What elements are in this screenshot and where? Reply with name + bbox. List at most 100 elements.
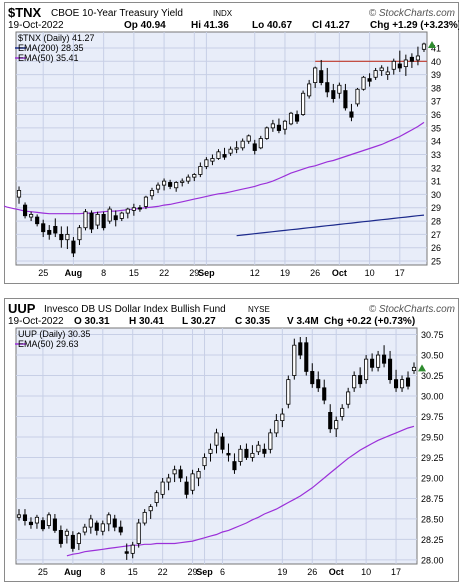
uup-x-tick-label: 26: [307, 567, 317, 577]
tnx-ema200-line: [236, 214, 425, 237]
tnx-candle-body: [47, 229, 52, 235]
uup-candle: [405, 371, 411, 390]
tnx-candle: [35, 214, 40, 227]
uup-candle: [130, 541, 135, 559]
uup-candle: [94, 520, 99, 536]
uup-candle: [16, 509, 22, 521]
tnx-candle: [216, 149, 221, 160]
tnx-candle: [16, 186, 22, 204]
uup-candle-body: [166, 477, 171, 483]
uup-candle: [184, 476, 189, 499]
tnx-candle-body: [113, 215, 118, 221]
tnx-candle-body: [222, 154, 227, 158]
uup-x-tick-label: 25: [38, 567, 48, 577]
uup-candle: [274, 414, 279, 437]
uup-candle: [298, 337, 303, 360]
uup-candle: [322, 379, 327, 405]
tnx-candle-body: [246, 135, 251, 142]
tnx-x-tick-label: 25: [38, 268, 48, 278]
tnx-candle-body: [258, 138, 263, 149]
tnx-candle: [162, 178, 167, 191]
tnx-candle-body: [319, 70, 324, 83]
uup-candle: [411, 362, 417, 374]
uup-candle: [28, 517, 34, 529]
tnx-candle-body: [119, 212, 124, 219]
uup-x-tick-label: 6: [220, 567, 225, 577]
tnx-legend-ema50: EMA(50) 35.41: [18, 53, 79, 63]
tnx-x-tick-label: 26: [310, 268, 320, 278]
tnx-candle-body: [367, 78, 372, 82]
tnx-x-tick-label: 29: [189, 268, 199, 278]
tnx-candle: [270, 119, 275, 132]
uup-candle-body: [328, 412, 333, 430]
uup-candle-body: [46, 514, 51, 526]
tnx-candle: [301, 90, 306, 116]
uup-candle-body: [322, 387, 327, 401]
tnx-candle: [65, 226, 70, 250]
uup-candle: [22, 509, 28, 526]
uup-candle-body: [82, 526, 87, 533]
uup-candle-body: [100, 523, 105, 532]
tnx-candle-body: [77, 227, 82, 241]
uup-y-tick-label: 29.50: [421, 432, 444, 442]
uup-candle: [226, 443, 231, 462]
tnx-candle-body: [131, 207, 136, 211]
tnx-y-tick-label: 32: [431, 163, 441, 173]
tnx-ema50-line: [4, 121, 425, 215]
uup-candle: [334, 416, 339, 437]
uup-candle-body: [286, 379, 291, 405]
uup-candle-body: [220, 436, 225, 450]
uup-candle: [148, 504, 153, 519]
tnx-candle-body: [234, 147, 239, 150]
tnx-candle: [210, 154, 215, 166]
uup-candle-body: [40, 520, 45, 530]
uup-candle: [370, 353, 375, 372]
uup-candle-body: [274, 420, 279, 434]
tnx-candle: [409, 53, 414, 68]
tnx-candle: [125, 207, 130, 219]
uup-y-tick-label: 29.25: [421, 453, 444, 463]
tnx-candle-body: [180, 180, 185, 183]
tnx-y-tick-label: 31: [431, 177, 441, 187]
tnx-candle-body: [59, 233, 64, 241]
tnx-candle-body: [307, 83, 312, 97]
uup-candle: [316, 371, 321, 392]
tnx-candle: [234, 141, 239, 154]
tnx-open: Op 40.94: [124, 20, 166, 31]
tnx-candle: [313, 66, 318, 88]
tnx-candle-body: [89, 212, 94, 230]
tnx-candle: [77, 225, 82, 246]
uup-candle: [112, 514, 117, 532]
uup-candle: [202, 453, 207, 470]
uup-candle-body: [268, 432, 273, 450]
uup-candle-body: [340, 407, 345, 417]
tnx-candle: [331, 83, 336, 103]
tnx-candle: [23, 202, 28, 219]
tnx-candle: [71, 237, 76, 258]
tnx-y-tick-label: 34: [431, 137, 441, 147]
tnx-candle-body: [65, 233, 70, 241]
tnx-change: Chg +1.29 (+3.23%): [370, 20, 459, 31]
uup-candle: [280, 408, 285, 428]
uup-x-tick-label: Sep: [196, 567, 213, 577]
tnx-candle-body: [276, 124, 281, 131]
uup-candle-body: [64, 530, 69, 536]
uup-candle-body: [28, 521, 34, 526]
uup-candle-body: [154, 492, 159, 503]
tnx-candle-body: [174, 182, 179, 189]
tnx-candle-body: [325, 82, 330, 93]
tnx-candle-body: [264, 127, 269, 139]
uup-candle-body: [376, 354, 381, 368]
uup-x-tick-label: 8: [100, 567, 105, 577]
tnx-y-tick-label: 40: [431, 57, 441, 67]
tnx-watermark: © StockCharts.com: [369, 8, 455, 19]
uup-candle: [34, 514, 39, 529]
tnx-candle: [131, 203, 136, 216]
uup-volume: V 3.4M: [287, 316, 319, 327]
uup-candle: [160, 477, 165, 499]
uup-candle-body: [304, 342, 309, 372]
tnx-x-tick-label: 19: [280, 268, 290, 278]
uup-candle: [166, 473, 171, 491]
tnx-x-tick-label: 17: [395, 268, 405, 278]
uup-ema50-line: [66, 425, 415, 557]
